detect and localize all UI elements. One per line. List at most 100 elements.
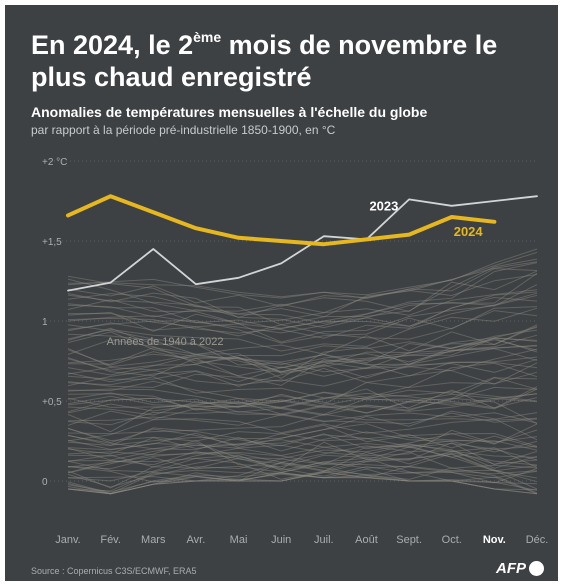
history-year-line — [67, 472, 538, 495]
x-tick-label: Déc. — [526, 534, 549, 546]
history-year-line — [67, 325, 538, 356]
history-year-line — [67, 262, 538, 329]
history-year-line — [67, 435, 538, 468]
chart-subsubtitle: par rapport à la période pré-industriell… — [31, 123, 336, 137]
history-year-line — [67, 465, 538, 492]
history-year-line — [67, 349, 538, 373]
history-year-line — [67, 410, 538, 447]
afp-logo: AFP — [496, 560, 544, 577]
x-tick-label: Juin — [271, 534, 291, 546]
history-year-line — [67, 442, 538, 468]
history-year-line — [67, 291, 538, 334]
history-year-line — [67, 412, 538, 442]
history-year-line — [67, 362, 538, 387]
annotations: 2023 2024 Années de 1940 à 2022 — [107, 199, 484, 348]
history-year-line — [67, 261, 538, 326]
history-year-line — [67, 371, 538, 408]
history-year-line — [67, 362, 538, 405]
afp-logo-text: AFP — [496, 560, 526, 577]
history-year-line — [67, 289, 538, 324]
history-year-line — [67, 453, 538, 483]
history-year-line — [67, 392, 538, 416]
history-year-line — [67, 445, 538, 488]
series-line-2024 — [66, 194, 497, 247]
history-lines — [67, 248, 538, 495]
history-year-line — [67, 431, 538, 457]
series-label-2024: 2024 — [454, 224, 484, 239]
y-tick-label: +2 °C — [42, 157, 67, 168]
x-tick-label: Janv. — [55, 534, 80, 546]
chart-title-superscript: ème — [193, 29, 222, 45]
afp-logo-dot-icon — [529, 561, 544, 576]
history-year-line — [67, 306, 538, 344]
history-year-line — [67, 361, 538, 388]
history-year-line — [67, 358, 538, 387]
history-year-line — [67, 251, 538, 300]
history-year-line — [67, 393, 538, 415]
chart-card: En 2024, le 2ème mois de novembre le plu… — [5, 5, 558, 581]
chart-title-part-2: mois de novembre le plus chaud enregistr… — [31, 30, 498, 92]
history-year-line — [67, 457, 538, 484]
x-tick-label: Mars — [141, 534, 166, 546]
history-year-line — [67, 294, 538, 324]
y-tick-label: +1,5 — [42, 237, 62, 248]
history-year-line — [67, 462, 538, 493]
x-tick-label: Fév. — [100, 534, 121, 546]
history-year-line — [67, 392, 538, 413]
history-year-line — [67, 345, 538, 376]
history-year-line — [67, 292, 538, 329]
source-note: Source : Copernicus C3S/ECMWF, ERA5 — [31, 566, 197, 576]
history-year-line — [67, 270, 538, 318]
history-year-line — [67, 386, 538, 426]
history-year-line — [67, 461, 538, 495]
history-year-line — [67, 284, 538, 343]
history-year-line — [67, 432, 538, 450]
y-tick-label: 1 — [42, 317, 48, 328]
history-year-line — [67, 472, 538, 495]
history-year-line — [67, 337, 538, 379]
chart-subtitle: Anomalies de températures mensuelles à l… — [31, 104, 428, 120]
x-tick-label: Mai — [230, 534, 248, 546]
history-year-line — [67, 307, 538, 352]
history-year-line — [67, 324, 538, 373]
history-year-line — [67, 437, 538, 469]
x-tick-label: Nov. — [483, 534, 506, 546]
history-year-line — [67, 376, 538, 400]
x-tick-label: Août — [355, 534, 378, 546]
history-year-line — [67, 397, 538, 425]
history-year-line — [67, 331, 538, 366]
history-year-line — [67, 423, 538, 451]
history-year-line — [67, 326, 538, 373]
x-tick-label: Oct. — [442, 534, 462, 546]
history-year-line — [67, 412, 538, 426]
x-axis-tick-labels: Janv. Fév. Mars Avr. Mai Juin Juil. Août Sept. Oc… — [55, 534, 548, 546]
y-tick-label: 0 — [42, 477, 48, 488]
series-line-2023 — [67, 195, 538, 292]
history-year-line — [67, 348, 538, 386]
history-year-line — [67, 441, 538, 489]
history-year-line — [67, 248, 538, 298]
history-year-line — [67, 450, 538, 472]
history-year-line — [67, 445, 538, 465]
history-year-line — [67, 268, 538, 307]
history-year-line — [67, 391, 538, 433]
history-year-line — [67, 337, 538, 383]
chart-title-part-1: En 2024, le 2 — [31, 30, 194, 60]
history-year-line — [67, 344, 538, 377]
history-year-line — [67, 334, 538, 373]
history-year-line — [67, 408, 538, 426]
history-year-line — [67, 296, 538, 339]
history-year-line — [67, 427, 538, 449]
history-year-line — [67, 434, 538, 461]
history-year-line — [67, 337, 538, 374]
x-tick-label: Avr. — [187, 534, 206, 546]
history-year-line — [67, 453, 538, 495]
chart-title: En 2024, le 2ème mois de novembre le plu… — [31, 29, 541, 93]
history-year-line — [67, 423, 538, 445]
history-year-line — [67, 388, 538, 414]
history-year-line — [67, 377, 538, 414]
x-tick-label: Juil. — [314, 534, 334, 546]
x-tick-label: Sept. — [396, 534, 422, 546]
history-year-line — [67, 413, 538, 435]
history-year-line — [67, 258, 538, 318]
